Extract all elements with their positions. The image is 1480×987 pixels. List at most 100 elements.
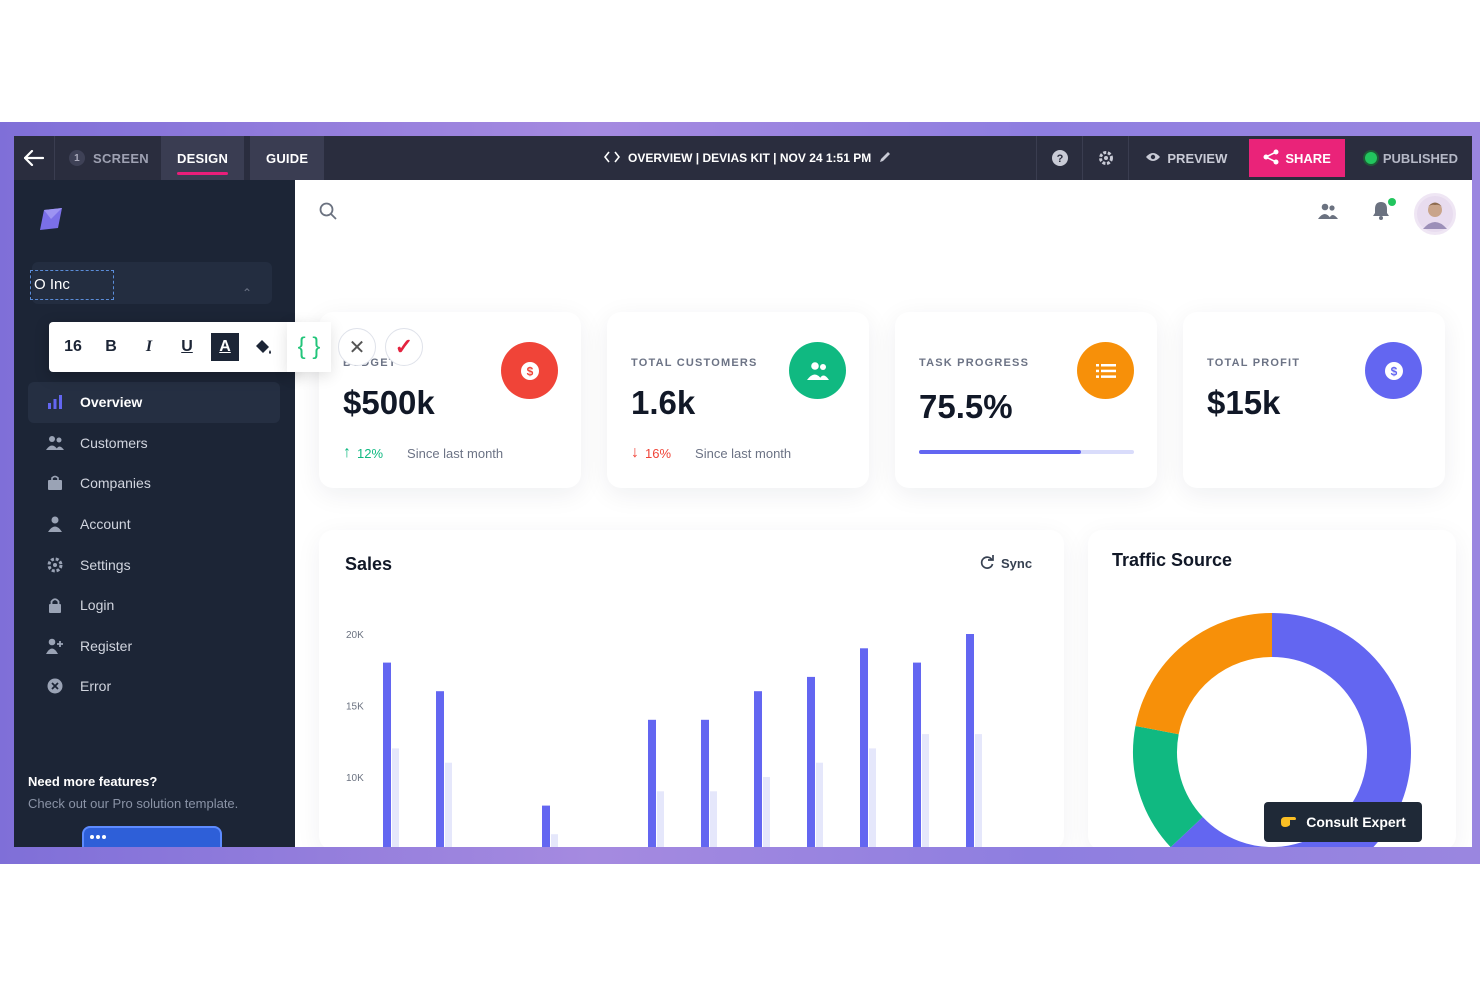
page-title-text: OVERVIEW | DEVIAS KIT | NOV 24 1:51 PM bbox=[628, 151, 872, 165]
traffic-donut-chart bbox=[1133, 613, 1411, 847]
sidebar: O Inc ⌃ Overview Customers Companies bbox=[14, 180, 295, 847]
sidebar-item-companies[interactable]: Companies bbox=[28, 463, 280, 504]
preview-label: PREVIEW bbox=[1167, 150, 1228, 166]
org-selector[interactable] bbox=[32, 262, 272, 304]
close-icon[interactable]: ✕ bbox=[338, 328, 376, 366]
bar-primary bbox=[648, 719, 656, 847]
search-icon[interactable] bbox=[319, 202, 337, 225]
preview-button[interactable]: PREVIEW bbox=[1128, 136, 1243, 180]
screen-selector[interactable]: 1 SCREEN bbox=[55, 136, 161, 180]
check-icon[interactable]: ✓ bbox=[385, 328, 423, 366]
org-name-input[interactable]: O Inc bbox=[30, 270, 114, 300]
published-label: PUBLISHED bbox=[1382, 150, 1458, 166]
lock-icon bbox=[46, 596, 64, 614]
total-customers-card: TOTAL CUSTOMERS 1.6k ↓ 16% Since last mo… bbox=[607, 312, 869, 488]
tab-guide[interactable]: GUIDE bbox=[250, 136, 325, 180]
underline-button[interactable]: U bbox=[181, 338, 193, 355]
share-button[interactable]: SHARE bbox=[1249, 139, 1345, 177]
cog-icon bbox=[46, 556, 64, 574]
arrow-up-icon: ↑ bbox=[343, 444, 351, 461]
sidebar-nav: Overview Customers Companies Account bbox=[28, 382, 280, 707]
bar-primary bbox=[807, 676, 815, 847]
text-color-button[interactable]: A bbox=[207, 329, 243, 365]
currency-icon: $ bbox=[1365, 342, 1422, 399]
bar-secondary bbox=[445, 762, 452, 847]
bar-chart-icon bbox=[46, 393, 64, 411]
sidebar-item-account[interactable]: Account bbox=[28, 504, 280, 545]
bar-primary bbox=[542, 805, 550, 847]
sidebar-item-error[interactable]: Error bbox=[28, 666, 280, 707]
consult-expert-button[interactable]: Consult Expert bbox=[1264, 802, 1422, 842]
promo-subtitle: Check out our Pro solution template. bbox=[28, 796, 239, 811]
card-label: TOTAL PROFIT bbox=[1207, 357, 1301, 369]
bar-primary bbox=[860, 648, 868, 847]
sales-bar-chart: 20K 15K 10K bbox=[346, 630, 982, 847]
trend-row: ↑ 12% Since last month bbox=[343, 444, 503, 462]
card-value: $500k bbox=[343, 384, 435, 421]
text-format-toolbar: 16 B I U A bbox=[49, 322, 295, 372]
sidebar-item-register[interactable]: Register bbox=[28, 626, 280, 667]
code-braces-button[interactable]: { } bbox=[287, 322, 331, 372]
bar-secondary bbox=[657, 791, 664, 847]
help-icon[interactable]: ? bbox=[1036, 136, 1082, 180]
gear-icon[interactable] bbox=[1082, 136, 1128, 180]
italic-button[interactable]: I bbox=[145, 338, 153, 355]
bold-button[interactable]: B bbox=[105, 338, 117, 355]
text-color-icon: A bbox=[211, 333, 239, 361]
bar-secondary bbox=[816, 762, 823, 847]
contacts-icon[interactable] bbox=[1318, 202, 1338, 225]
font-size-select[interactable]: 16 bbox=[64, 338, 82, 355]
bar-secondary bbox=[869, 748, 876, 847]
y-tick-label: 10K bbox=[346, 773, 364, 784]
sidebar-item-label: Register bbox=[80, 637, 133, 654]
sidebar-item-customers[interactable]: Customers bbox=[28, 423, 280, 464]
traffic-source-card: Traffic Source bbox=[1088, 530, 1456, 847]
refresh-icon bbox=[979, 554, 995, 573]
top-bar: 1 SCREEN DESIGN GUIDE OVERVIEW | DEVIAS … bbox=[14, 136, 1472, 180]
sidebar-item-label: Companies bbox=[80, 475, 151, 492]
user-icon bbox=[46, 515, 64, 533]
bar-secondary bbox=[922, 734, 929, 847]
bar-secondary bbox=[763, 777, 770, 847]
bar-secondary bbox=[710, 791, 717, 847]
sidebar-item-label: Login bbox=[80, 597, 115, 614]
promo-image bbox=[82, 826, 222, 847]
bell-icon[interactable] bbox=[1372, 200, 1390, 225]
y-tick-label: 20K bbox=[346, 630, 364, 641]
sync-button[interactable]: Sync bbox=[979, 554, 1032, 573]
screen-number-badge: 1 bbox=[69, 150, 85, 166]
trend-since: Since last month bbox=[407, 445, 504, 461]
tab-design[interactable]: DESIGN bbox=[160, 136, 245, 180]
pencil-icon[interactable] bbox=[879, 151, 891, 166]
sidebar-item-label: Settings bbox=[80, 556, 131, 573]
sidebar-item-settings[interactable]: Settings bbox=[28, 544, 280, 585]
back-arrow-icon[interactable] bbox=[14, 136, 54, 180]
sidebar-item-overview[interactable]: Overview bbox=[28, 382, 280, 423]
screen-label: SCREEN bbox=[93, 150, 149, 166]
code-icon bbox=[603, 151, 621, 166]
share-label: SHARE bbox=[1285, 150, 1331, 166]
card-value: $15k bbox=[1207, 384, 1281, 421]
chevron-updown-icon[interactable]: ⌃ bbox=[242, 286, 253, 300]
svg-text:$: $ bbox=[526, 364, 533, 378]
main-content: BUDGET $500k $ ↑ 12% Since last month TO… bbox=[295, 180, 1472, 847]
sales-title: Sales bbox=[345, 554, 393, 574]
top-bar-actions: ? PREVIEW SHARE PUBLISHED bbox=[1036, 136, 1472, 180]
trend-since: Since last month bbox=[695, 445, 792, 461]
sidebar-item-login[interactable]: Login bbox=[28, 585, 280, 626]
avatar[interactable] bbox=[1414, 193, 1456, 235]
logo-icon[interactable] bbox=[38, 206, 64, 232]
svg-text:?: ? bbox=[1057, 153, 1064, 165]
sidebar-item-label: Error bbox=[80, 678, 112, 695]
sales-card: Sales Sync 20K 15K 10K bbox=[319, 530, 1064, 847]
trend-value: 12% bbox=[357, 445, 384, 461]
traffic-title: Traffic Source bbox=[1112, 550, 1233, 570]
bar-primary bbox=[436, 691, 444, 847]
paint-bucket-icon[interactable] bbox=[245, 329, 281, 365]
donut-slice bbox=[1133, 725, 1204, 847]
total-profit-card: TOTAL PROFIT $15k $ bbox=[1183, 312, 1445, 488]
presentation-frame: 1 SCREEN DESIGN GUIDE OVERVIEW | DEVIAS … bbox=[0, 122, 1480, 864]
share-icon bbox=[1263, 149, 1279, 168]
published-status[interactable]: PUBLISHED bbox=[1351, 136, 1472, 180]
card-label: TOTAL CUSTOMERS bbox=[631, 357, 758, 369]
